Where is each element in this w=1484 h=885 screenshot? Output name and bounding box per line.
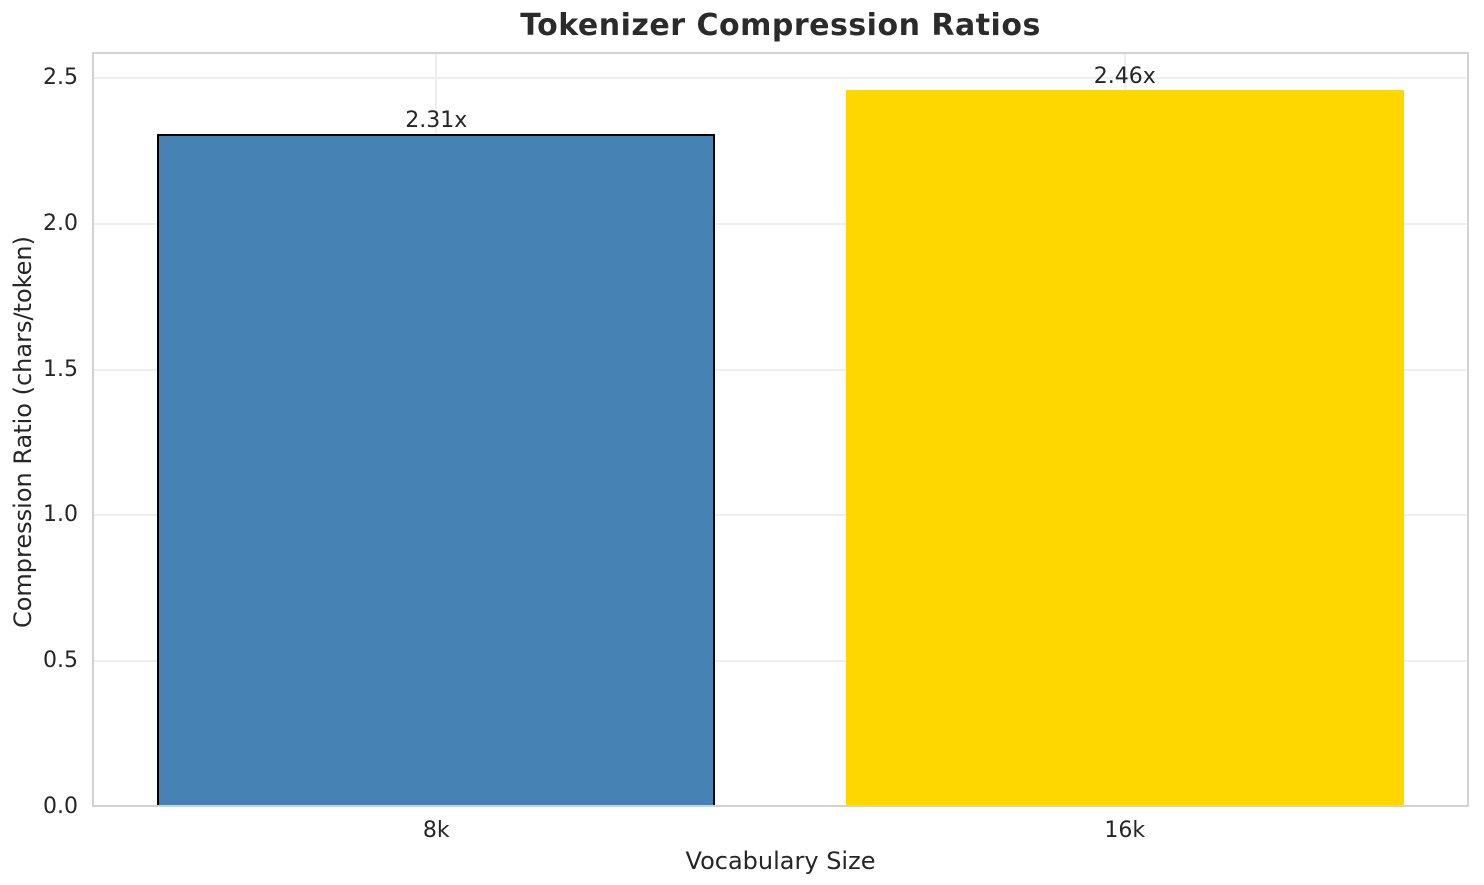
plot-area xyxy=(92,52,1469,807)
bar-value-label: 2.46x xyxy=(1093,63,1156,89)
y-gridline xyxy=(92,368,1469,371)
bar-16k xyxy=(845,89,1404,807)
y-gridline xyxy=(92,222,1469,225)
y-gridline xyxy=(92,660,1469,663)
y-gridline xyxy=(92,514,1469,517)
y-axis-label: Compression Ratio (chars/token) xyxy=(9,235,37,629)
x-tick-label: 8k xyxy=(422,818,450,843)
y-tick-label: 2.5 xyxy=(43,65,78,91)
x-tick-label: 16k xyxy=(1104,818,1146,843)
y-tick-label: 1.0 xyxy=(43,502,78,528)
x-axis-label: Vocabulary Size xyxy=(685,847,876,875)
y-tick-label: 2.0 xyxy=(43,210,78,236)
bar-value-label: 2.31x xyxy=(405,107,468,133)
bar-8k xyxy=(157,133,716,807)
chart-title: Tokenizer Compression Ratios xyxy=(520,8,1041,43)
y-tick-label: 0.5 xyxy=(43,648,78,674)
y-tick-label: 1.5 xyxy=(43,356,78,382)
y-gridline xyxy=(92,77,1469,80)
y-tick-label: 0.0 xyxy=(43,794,78,819)
